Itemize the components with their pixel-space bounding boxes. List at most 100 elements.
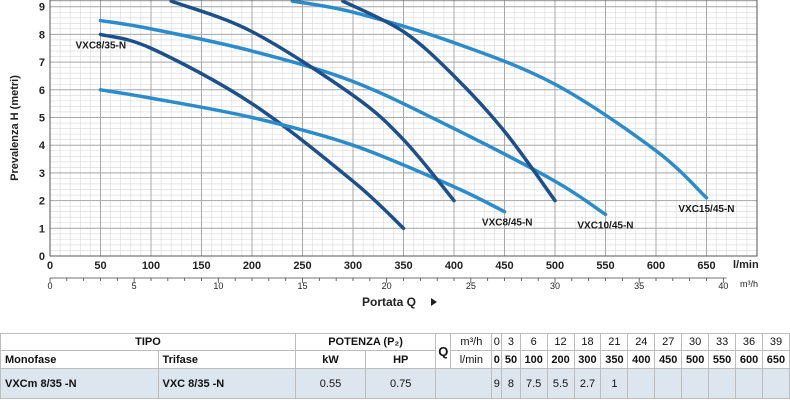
y-tick-label: 4: [39, 140, 46, 152]
m3h-tick-label: 10: [213, 281, 223, 291]
y-tick-label: 3: [39, 168, 45, 180]
y-tick-label: 5: [39, 113, 45, 125]
m3h-value: 36: [735, 333, 763, 351]
x-tick-label: 300: [344, 260, 362, 272]
monofase-header: Monofase: [0, 350, 159, 369]
lmin-value: 100: [519, 350, 548, 369]
lmin-value: 0: [491, 350, 503, 369]
series-group: VXC8/35-N VXC8/45-N VXC10/45-N VXC15/45-N: [76, 0, 735, 231]
lmin-value: 200: [546, 350, 575, 369]
y-tick-label: 1: [39, 223, 45, 235]
series-line-vxc10-45-n: [98, 18, 608, 217]
q-header: Q: [435, 333, 452, 369]
y-tick-labels: 0 1 2 3 4 5 6 7 8 9: [39, 2, 46, 263]
y-tick-label: 2: [39, 196, 45, 208]
m3h-value: 27: [654, 333, 683, 351]
head-value: 1: [600, 368, 629, 399]
m3h-value: 30: [681, 333, 710, 351]
m3h-value: 39: [761, 333, 790, 351]
y-tick-label: 0: [39, 251, 45, 263]
lmin-value: 650: [761, 350, 790, 369]
series-label: VXC10/45-N: [577, 220, 633, 231]
m3h-tick-label: 30: [550, 281, 560, 291]
m3h-value: 18: [573, 333, 602, 351]
monofase-model: VXCm 8/35 -N: [0, 368, 159, 399]
x-tick-label: 350: [394, 260, 412, 272]
lmin-value: 550: [708, 350, 737, 369]
hp-header: HP: [365, 350, 437, 369]
trifase-header: Trifase: [157, 350, 296, 369]
kw-value: 0.55: [294, 368, 367, 399]
head-value: [761, 368, 790, 399]
series-label: VXC15/45-N: [678, 204, 734, 215]
x-tick-label: 100: [142, 260, 160, 272]
head-value: 2.7: [573, 368, 602, 399]
kw-header: kW: [294, 350, 367, 369]
m3h-value: 21: [600, 333, 629, 351]
x-axis-m3h: 0 5 10 15 20 25 30 35 40: [47, 277, 728, 291]
head-value: [735, 368, 763, 399]
x-tick-label: 500: [546, 260, 564, 272]
lmin-value: 400: [627, 350, 656, 369]
m3h-value: 33: [708, 333, 737, 351]
x-tick-label: 200: [243, 260, 261, 272]
head-value: 7.5: [519, 368, 548, 399]
x-unit-lmin: l/min: [733, 259, 759, 271]
plot-border: [49, 0, 758, 257]
x-axis-arrow-icon: [431, 298, 437, 306]
m3h-unit: m³/h: [450, 333, 493, 351]
x-tick-label: 250: [293, 260, 311, 272]
x-tick-label: 600: [647, 260, 665, 272]
m3h-value: 6: [519, 333, 548, 351]
tipo-header: TIPO: [0, 333, 296, 351]
x-tick-label: 150: [192, 260, 210, 272]
y-tick-label: 8: [39, 29, 45, 41]
trifase-model: VXC 8/35 -N: [157, 368, 296, 399]
lmin-value: 450: [654, 350, 683, 369]
m3h-tick-label: 20: [382, 281, 392, 291]
y-tick-label: 6: [39, 85, 45, 97]
head-value: 9: [491, 368, 503, 399]
x-axis-label: Portata Q: [362, 295, 416, 309]
lmin-value: 500: [681, 350, 710, 369]
x-unit-m3h: m³/h: [740, 279, 758, 289]
x-tick-labels-lmin: 0 50 100 150 200 250 300 350 400 450 500 550 600 650: [47, 260, 716, 272]
y-tick-label: 9: [39, 2, 45, 14]
performance-table: TIPO POTENZA (P₂) Q m³/h 0 3 6 12 18 21 …: [0, 333, 790, 399]
lmin-value: 350: [600, 350, 629, 369]
table-row: VXCm 8/35 -N VXC 8/35 -N 0.55 0.75 9 8 7…: [0, 368, 790, 399]
x-tick-label: 550: [596, 260, 614, 272]
head-value: [681, 368, 710, 399]
series-line-vxc8-35-n: [98, 32, 406, 231]
series-line-curve-5: [341, 0, 557, 203]
head-value: [708, 368, 737, 399]
series-line-curve-4: [169, 0, 456, 203]
m3h-tick-label: 40: [718, 281, 728, 291]
hp-value: 0.75: [365, 368, 437, 399]
series-line-vxc8-45-n: [98, 88, 507, 214]
m3h-tick-label: 35: [634, 281, 644, 291]
series-line-vxc15-45-n: [290, 0, 709, 200]
m3h-tick-label: 15: [297, 281, 307, 291]
x-tick-label: 0: [47, 260, 53, 272]
q-spacer: [435, 368, 493, 399]
m3h-value: 3: [501, 333, 521, 351]
head-value: [654, 368, 683, 399]
series-label: VXC8/45-N: [482, 218, 533, 229]
x-tick-label: 400: [445, 260, 463, 272]
lmin-value: 50: [501, 350, 521, 369]
lmin-value: 600: [735, 350, 763, 369]
y-tick-label: 7: [39, 57, 45, 69]
m3h-tick-label: 5: [132, 281, 137, 291]
lmin-unit: l/min: [450, 350, 493, 369]
head-value: 5.5: [546, 368, 575, 399]
head-value: 8: [501, 368, 521, 399]
series-label: VXC8/35-N: [76, 40, 127, 51]
m3h-tick-label: 25: [466, 281, 476, 291]
m3h-value: 24: [627, 333, 656, 351]
grid: [49, 0, 757, 257]
y-axis-label: Prevalenza H (metri): [9, 75, 21, 181]
m3h-value: 0: [491, 333, 503, 351]
m3h-tick-label: 0: [47, 281, 52, 291]
